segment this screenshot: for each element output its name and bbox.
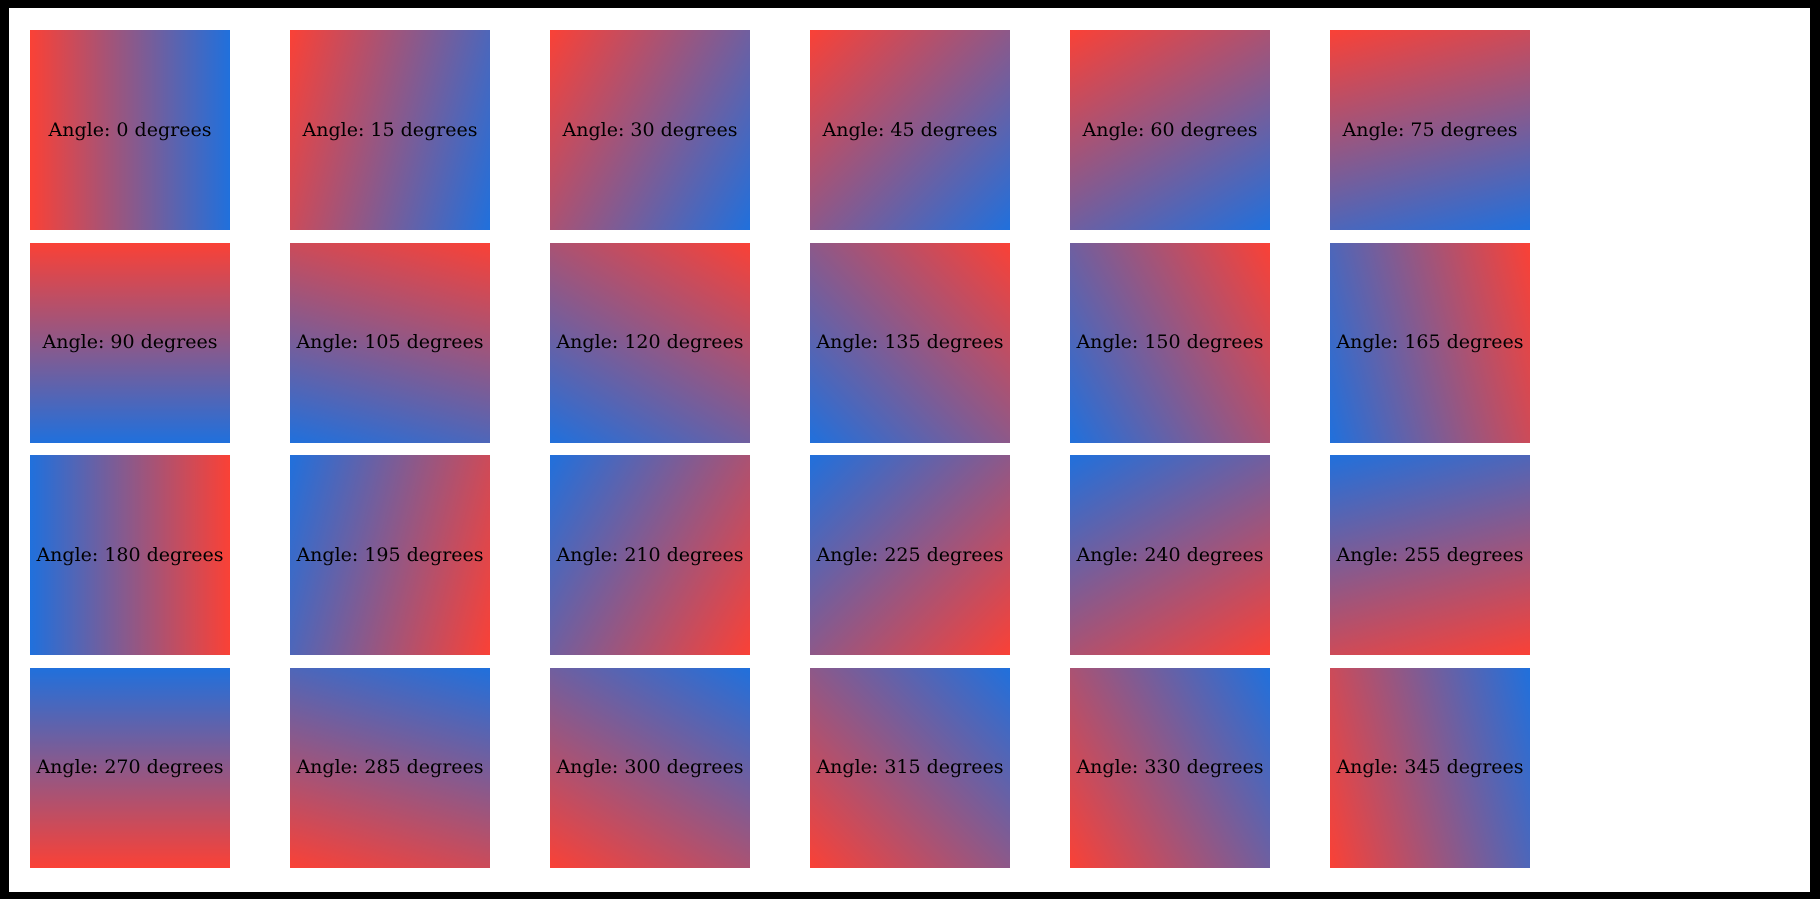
gradient-tile: Angle: 135 degrees: [810, 242, 1010, 443]
tile-label: Angle: 45 degrees: [822, 118, 998, 141]
tile-label: Angle: 15 degrees: [302, 118, 478, 141]
gradient-tile: Angle: 75 degrees: [1330, 30, 1530, 230]
tile-label: Angle: 75 degrees: [1342, 118, 1518, 141]
tile-label: Angle: 90 degrees: [42, 331, 218, 353]
tile-label: Angle: 120 degrees: [556, 331, 744, 353]
gradient-tile: Angle: 165 degrees: [1330, 242, 1530, 443]
tile-label: Angle: 315 degrees: [816, 756, 1004, 778]
gradient-tile: Angle: 15 degrees: [290, 30, 490, 230]
gradient-tile: Angle: 345 degrees: [1330, 667, 1530, 868]
gradient-tile-grid: Angle: 0 degrees Angle: 15 degrees Angle…: [30, 30, 1530, 868]
tile-label: Angle: 60 degrees: [1082, 118, 1258, 141]
gradient-tile: Angle: 105 degrees: [290, 242, 490, 443]
gradient-tile: Angle: 30 degrees: [550, 30, 750, 230]
gradient-tile: Angle: 0 degrees: [30, 30, 230, 230]
tile-label: Angle: 285 degrees: [296, 756, 484, 778]
gradient-tile: Angle: 195 degrees: [290, 455, 490, 655]
gradient-tile: Angle: 240 degrees: [1070, 455, 1270, 655]
gradient-tile: Angle: 90 degrees: [30, 242, 230, 443]
gradient-tile: Angle: 225 degrees: [810, 455, 1010, 655]
tile-label: Angle: 225 degrees: [816, 543, 1004, 566]
gradient-tile: Angle: 270 degrees: [30, 667, 230, 868]
tile-label: Angle: 180 degrees: [36, 543, 224, 566]
tile-label: Angle: 240 degrees: [1076, 543, 1264, 566]
gradient-tile: Angle: 285 degrees: [290, 667, 490, 868]
tile-label: Angle: 270 degrees: [36, 756, 224, 778]
tile-label: Angle: 345 degrees: [1336, 756, 1524, 778]
tile-label: Angle: 255 degrees: [1336, 543, 1524, 566]
gradient-tile: Angle: 300 degrees: [550, 667, 750, 868]
gradient-tile: Angle: 315 degrees: [810, 667, 1010, 868]
gradient-tile: Angle: 330 degrees: [1070, 667, 1270, 868]
gradient-tile: Angle: 45 degrees: [810, 30, 1010, 230]
tile-label: Angle: 300 degrees: [556, 756, 744, 778]
tile-label: Angle: 195 degrees: [296, 543, 484, 566]
gradient-tile: Angle: 150 degrees: [1070, 242, 1270, 443]
gradient-tile: Angle: 60 degrees: [1070, 30, 1270, 230]
gradient-tile: Angle: 120 degrees: [550, 242, 750, 443]
gradient-tile: Angle: 255 degrees: [1330, 455, 1530, 655]
tile-label: Angle: 165 degrees: [1336, 331, 1524, 353]
gradient-tile: Angle: 210 degrees: [550, 455, 750, 655]
tile-label: Angle: 330 degrees: [1076, 756, 1264, 778]
tile-label: Angle: 150 degrees: [1076, 331, 1264, 353]
gradient-tile: Angle: 180 degrees: [30, 455, 230, 655]
tile-label: Angle: 135 degrees: [816, 331, 1004, 353]
tile-label: Angle: 210 degrees: [556, 543, 744, 566]
tile-label: Angle: 30 degrees: [562, 118, 738, 141]
tile-label: Angle: 0 degrees: [48, 118, 212, 141]
tile-label: Angle: 105 degrees: [296, 331, 484, 353]
